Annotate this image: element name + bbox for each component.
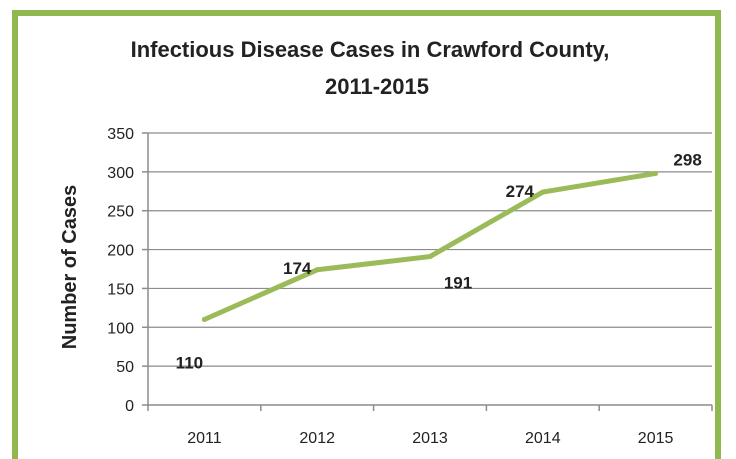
y-tick-label-300: 300	[107, 165, 134, 182]
data-point-2013	[427, 254, 433, 260]
data-point-2012	[314, 267, 320, 273]
data-point-2014	[540, 189, 546, 195]
chart-title-line-1: Infectious Disease Cases in Crawford Cou…	[131, 37, 610, 62]
x-tick-label-2012: 2012	[299, 430, 335, 447]
series-line	[201, 170, 659, 323]
y-tick-label-350: 350	[107, 126, 134, 143]
y-tick-label-250: 250	[107, 204, 134, 221]
y-tick-label-0: 0	[125, 398, 134, 415]
y-axis-label: Number of Cases	[59, 185, 81, 350]
x-tick-label-2015: 2015	[638, 430, 674, 447]
data-point-2011	[201, 317, 207, 323]
x-tick-label-2014: 2014	[525, 430, 561, 447]
data-label-2013: 191	[444, 274, 472, 293]
x-tick-label-2013: 2013	[412, 430, 448, 447]
data-label-2015: 298	[673, 150, 701, 169]
data-point-2015	[653, 170, 659, 176]
data-label-2014: 274	[506, 182, 535, 201]
data-label-2012: 174	[283, 259, 312, 278]
data-label-2011: 110	[176, 354, 203, 373]
y-tick-label-50: 50	[116, 359, 134, 376]
x-tick-label-2011: 2011	[187, 430, 222, 447]
y-tick-label-150: 150	[107, 281, 134, 298]
y-tick-label-100: 100	[107, 320, 134, 337]
chart-frame	[12, 10, 721, 459]
y-tick-label-200: 200	[107, 243, 134, 260]
chart-title-line-2: 2011-2015	[325, 74, 429, 99]
